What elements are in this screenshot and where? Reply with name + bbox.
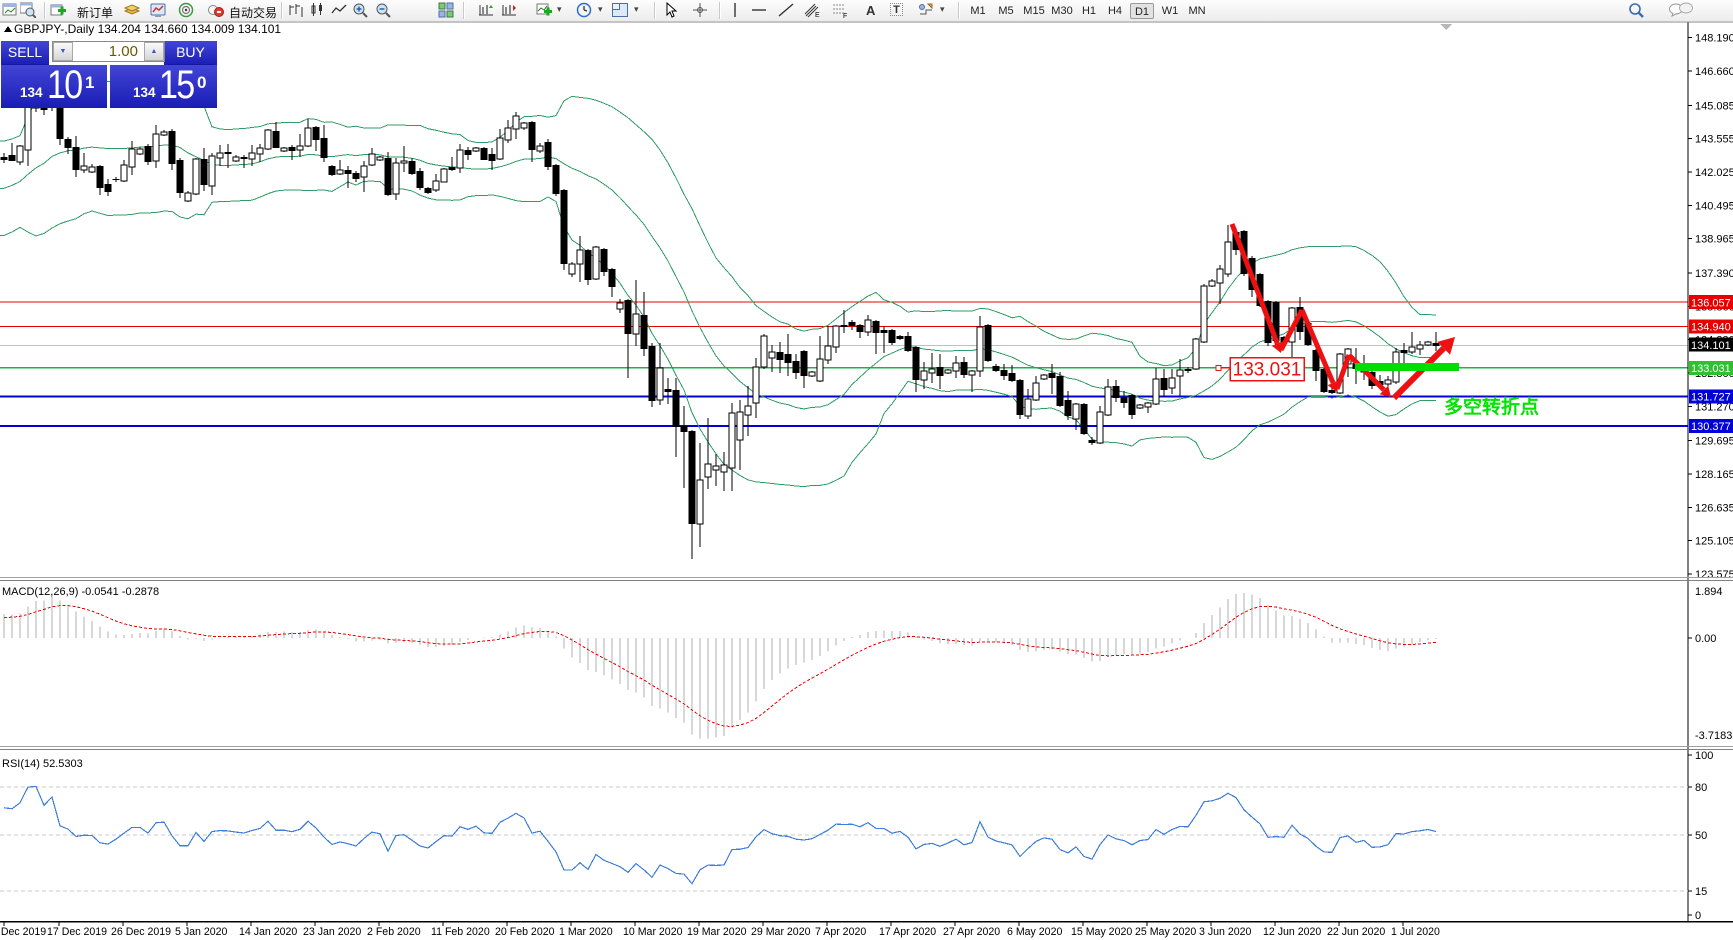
svg-text:多空转折点: 多空转折点 — [1444, 395, 1539, 418]
svg-text:1 Jul 2020: 1 Jul 2020 — [1391, 926, 1440, 938]
svg-text:GBPJPY-,Daily 134.204 134.660: GBPJPY-,Daily 134.204 134.660 134.009 13… — [14, 22, 281, 36]
svg-text:143.555: 143.555 — [1695, 134, 1733, 146]
svg-text:148.190: 148.190 — [1695, 33, 1733, 45]
svg-text:15: 15 — [1695, 886, 1707, 898]
svg-text:126.635: 126.635 — [1695, 502, 1733, 514]
svg-text:142.025: 142.025 — [1695, 167, 1733, 179]
svg-text:12 Jun 2020: 12 Jun 2020 — [1263, 926, 1321, 938]
svg-text:25 May 2020: 25 May 2020 — [1135, 926, 1196, 938]
svg-text:140.495: 140.495 — [1695, 200, 1733, 212]
svg-text:133.031: 133.031 — [1233, 360, 1302, 381]
svg-text:138.965: 138.965 — [1695, 234, 1733, 246]
svg-text:133.031: 133.031 — [1691, 363, 1731, 375]
svg-text:27 Apr 2020: 27 Apr 2020 — [943, 926, 1000, 938]
svg-text:6 May 2020: 6 May 2020 — [1007, 926, 1062, 938]
svg-text:129.695: 129.695 — [1695, 436, 1733, 448]
svg-text:125.105: 125.105 — [1695, 536, 1733, 548]
svg-text:2 Dec 2019: 2 Dec 2019 — [0, 926, 46, 938]
svg-text:136.057: 136.057 — [1691, 297, 1731, 309]
svg-text:-3.7183: -3.7183 — [1695, 730, 1732, 742]
svg-text:F: F — [843, 13, 847, 18]
svg-text:26 Dec 2019: 26 Dec 2019 — [111, 926, 171, 938]
svg-text:131.270: 131.270 — [1695, 401, 1733, 413]
svg-text:5 Jan 2020: 5 Jan 2020 — [175, 926, 228, 938]
svg-text:131.727: 131.727 — [1691, 392, 1731, 404]
svg-text:123.575: 123.575 — [1695, 569, 1733, 581]
svg-text:3 Jun 2020: 3 Jun 2020 — [1199, 926, 1252, 938]
svg-text:145.085: 145.085 — [1695, 100, 1733, 112]
svg-text:1 Mar 2020: 1 Mar 2020 — [559, 926, 613, 938]
svg-text:130.377: 130.377 — [1691, 421, 1731, 433]
svg-text:11 Feb 2020: 11 Feb 2020 — [431, 926, 490, 938]
svg-text:29 Mar 2020: 29 Mar 2020 — [751, 926, 811, 938]
svg-text:1.894: 1.894 — [1695, 586, 1723, 598]
svg-text:134.101: 134.101 — [1691, 340, 1731, 352]
svg-text:7 Apr 2020: 7 Apr 2020 — [815, 926, 866, 938]
svg-text:RSI(14) 52.5303: RSI(14) 52.5303 — [2, 758, 83, 770]
svg-text:146.660: 146.660 — [1695, 66, 1733, 78]
svg-text:17 Apr 2020: 17 Apr 2020 — [879, 926, 936, 938]
svg-text:20 Feb 2020: 20 Feb 2020 — [495, 926, 555, 938]
svg-text:134.940: 134.940 — [1691, 322, 1731, 334]
svg-text:0: 0 — [1695, 910, 1701, 922]
svg-text:137.390: 137.390 — [1695, 268, 1733, 280]
svg-text:17 Dec 2019: 17 Dec 2019 — [47, 926, 107, 938]
svg-text:23 Jan 2020: 23 Jan 2020 — [303, 926, 361, 938]
svg-text:22 Jun 2020: 22 Jun 2020 — [1327, 926, 1385, 938]
svg-text:19 Mar 2020: 19 Mar 2020 — [687, 926, 747, 938]
svg-text:50: 50 — [1695, 830, 1707, 842]
svg-text:0.00: 0.00 — [1695, 633, 1716, 645]
svg-text:E: E — [815, 12, 820, 18]
svg-text:128.165: 128.165 — [1695, 469, 1733, 481]
svg-text:80: 80 — [1695, 782, 1707, 794]
svg-text:15 May 2020: 15 May 2020 — [1071, 926, 1132, 938]
svg-text:14 Jan 2020: 14 Jan 2020 — [239, 926, 297, 938]
svg-text:2 Feb 2020: 2 Feb 2020 — [367, 926, 421, 938]
svg-text:10 Mar 2020: 10 Mar 2020 — [623, 926, 683, 938]
svg-text:MACD(12,26,9) -0.0541 -0.2878: MACD(12,26,9) -0.0541 -0.2878 — [2, 586, 159, 598]
svg-text:100: 100 — [1695, 750, 1713, 762]
